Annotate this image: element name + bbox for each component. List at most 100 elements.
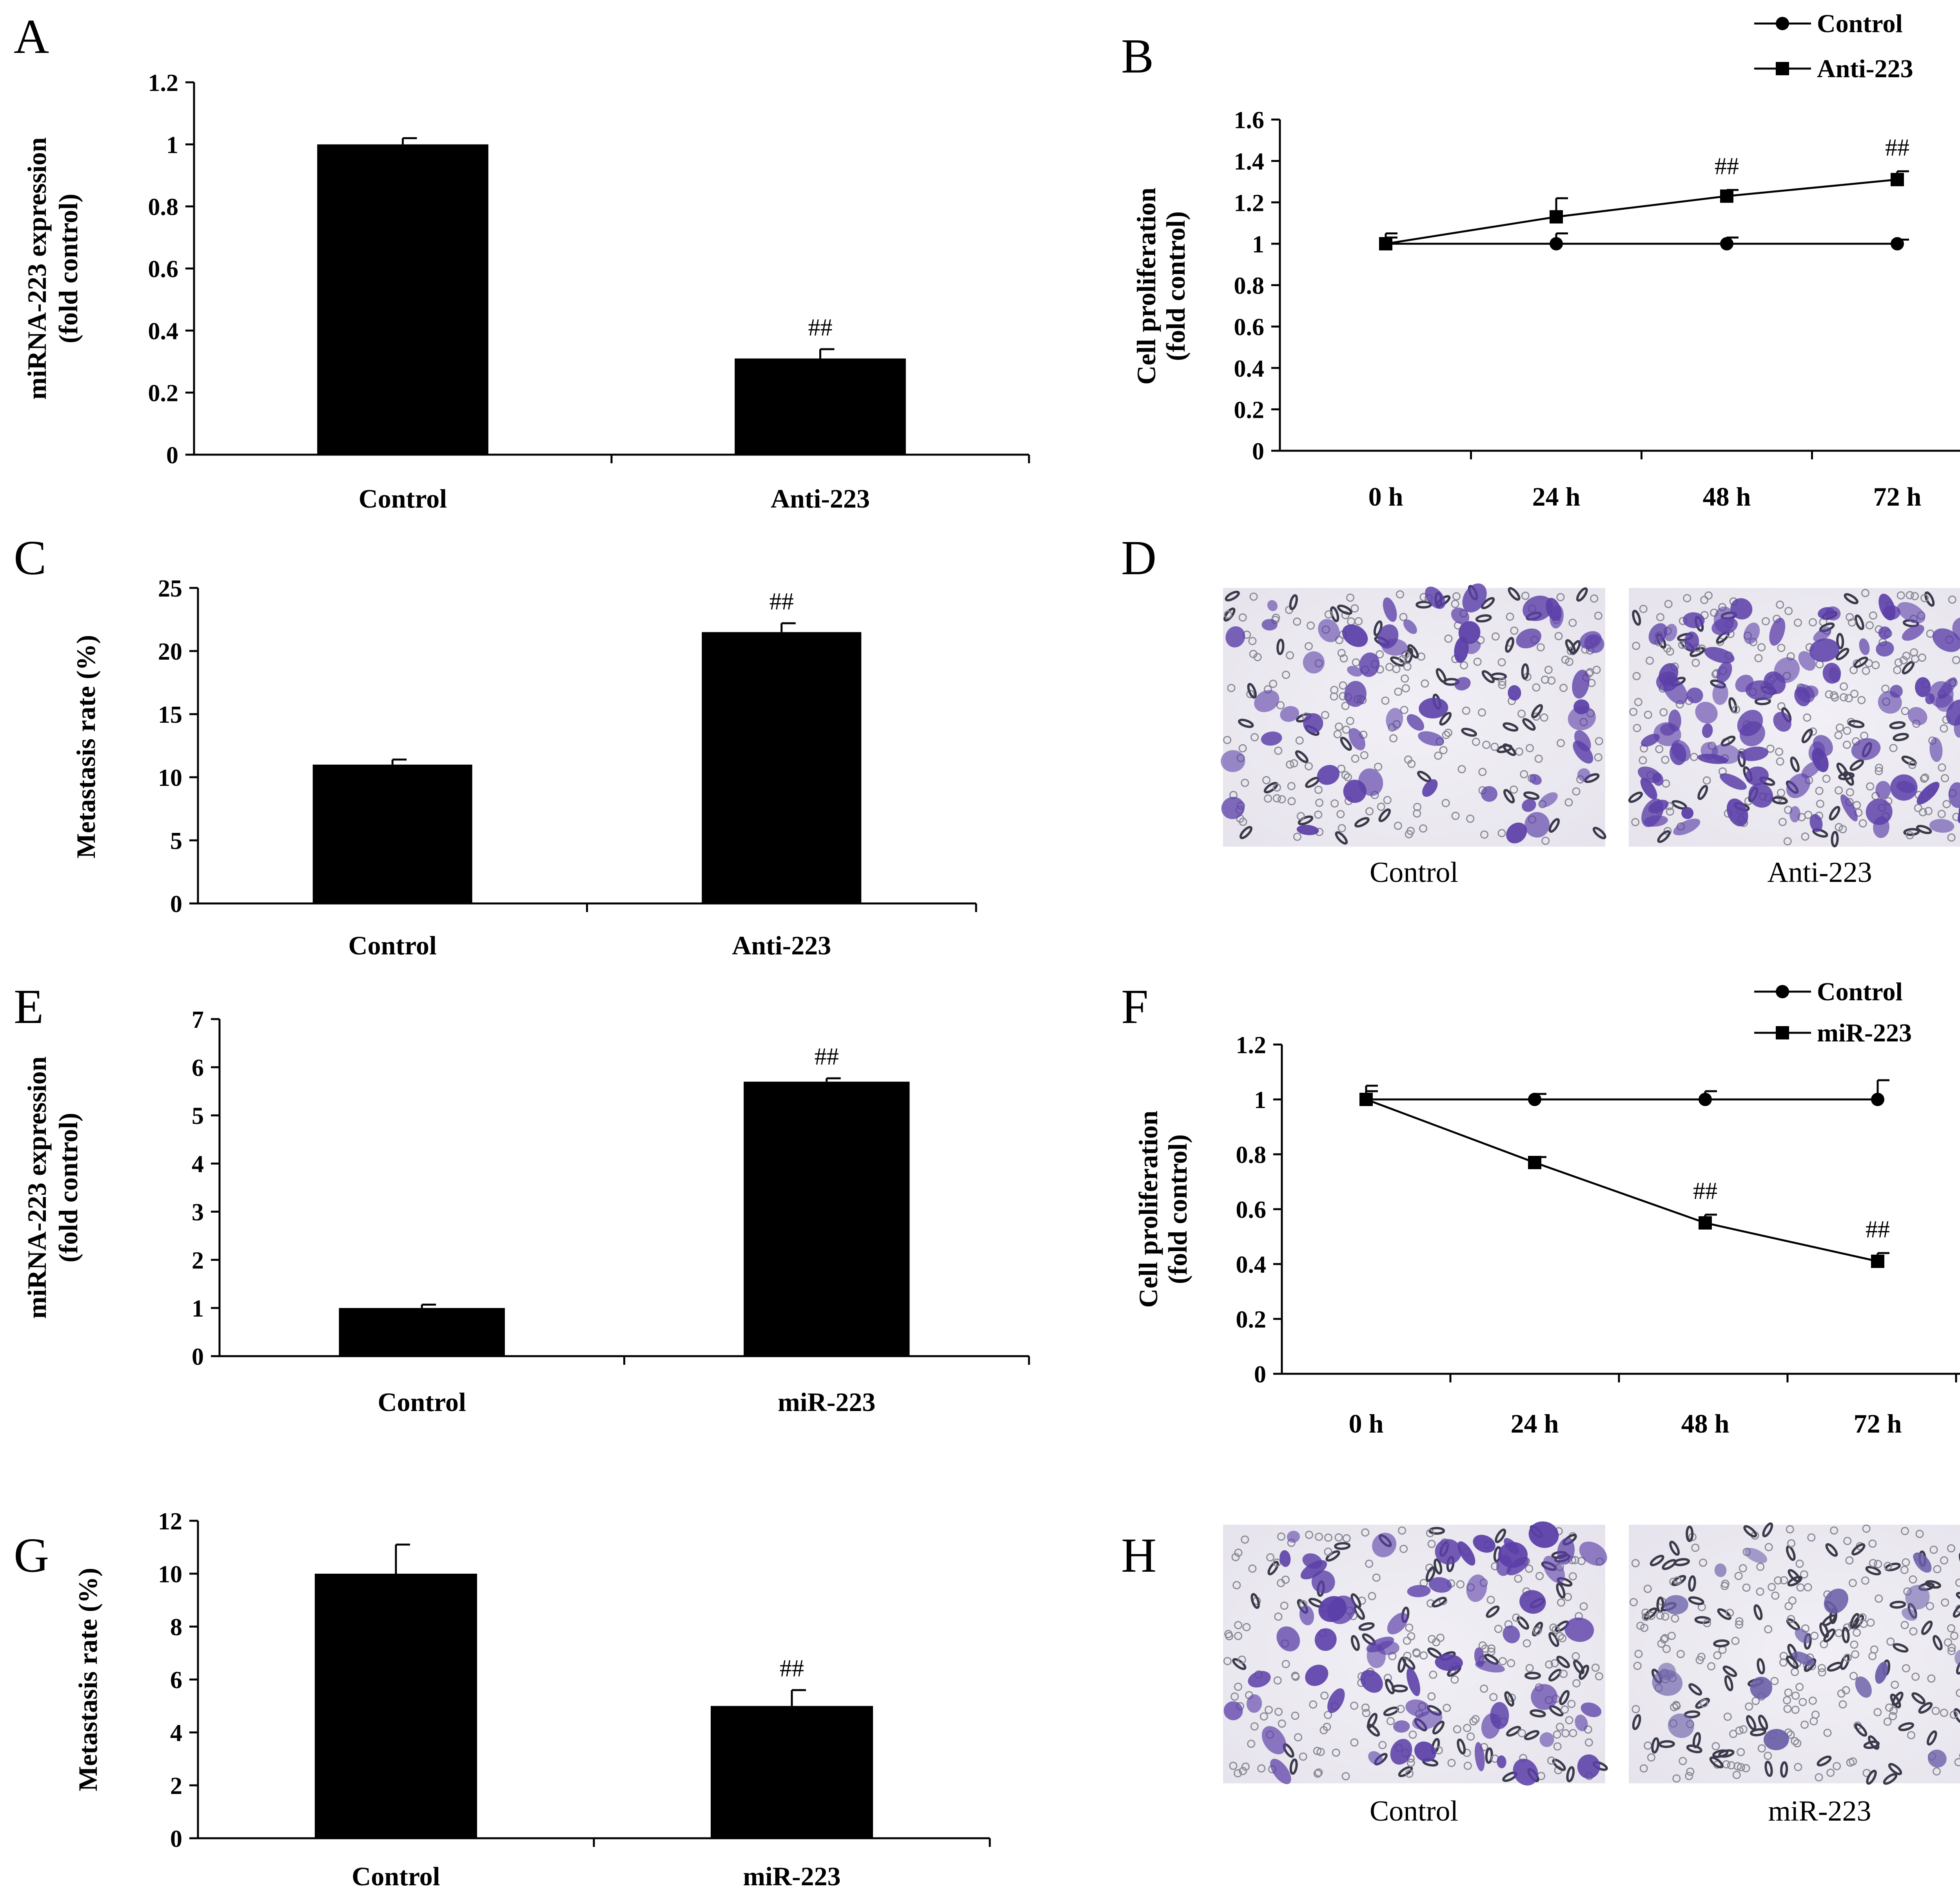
micrograph-pore — [1565, 1716, 1573, 1725]
micrograph-pore — [1835, 648, 1849, 660]
micrograph-pore — [1937, 810, 1946, 818]
micrograph-pore — [1833, 1762, 1841, 1770]
x-category-label: miR-223 — [743, 1861, 840, 1891]
micrograph-h-mir223-cells — [1629, 1522, 1960, 1785]
micrograph-pore — [1902, 1664, 1910, 1672]
micrograph-pore — [1827, 1661, 1843, 1672]
micrograph-cell — [1383, 597, 1397, 622]
micrograph-cell — [1454, 677, 1471, 691]
micrograph-pore — [1232, 1658, 1247, 1670]
micrograph-pore — [1688, 1575, 1696, 1592]
micrograph-pore — [1555, 1632, 1564, 1640]
micrograph-cell — [1808, 741, 1825, 763]
micrograph-pore — [1399, 613, 1408, 621]
micrograph-pore — [1795, 1560, 1804, 1568]
data-point-anti-223 — [1891, 173, 1904, 187]
micrograph-pore — [1632, 1714, 1641, 1730]
micrograph-pore — [1401, 684, 1410, 693]
micrograph-cell — [1702, 723, 1713, 738]
micrograph-pore — [1350, 1635, 1360, 1651]
micrograph-pore — [1777, 702, 1786, 711]
micrograph-pore — [1850, 689, 1859, 698]
micrograph-pore — [1656, 1611, 1664, 1620]
micrograph-pore — [1632, 642, 1641, 650]
micrograph-pore — [1709, 1756, 1724, 1768]
micrograph-pore — [1293, 833, 1301, 841]
micrograph-cell — [1393, 1720, 1410, 1733]
y-tick-label: 0 — [1252, 438, 1264, 465]
micrograph-pore — [1700, 596, 1709, 604]
micrograph-pore — [1238, 1655, 1246, 1664]
micrograph-cell — [1648, 623, 1668, 645]
micrograph-pore — [1457, 765, 1466, 773]
micrograph-pore — [1241, 1535, 1249, 1544]
micrograph-pore — [1534, 755, 1543, 763]
micrograph-pore — [1776, 757, 1784, 766]
chart-e-mirna-expression: 0 1 2 3 4 5 6 7 Control ## miR-223 miRNA-223 expres… — [22, 1007, 1030, 1417]
micrograph-panel-d: Control Anti-223 — [1221, 583, 1960, 889]
micrograph-pore — [1842, 1627, 1850, 1643]
micrograph-cell — [1529, 774, 1542, 785]
micrograph-pore — [1234, 1683, 1242, 1691]
micrograph-pore — [1572, 1679, 1581, 1688]
micrograph-pore — [1471, 1715, 1480, 1723]
micrograph-pore — [1662, 1645, 1671, 1653]
micrograph-pore — [1273, 1676, 1282, 1685]
micrograph-pore — [1646, 657, 1654, 665]
micrograph-pore — [1902, 661, 1915, 675]
micrograph-pore — [1507, 1659, 1515, 1667]
micrograph-pore — [1248, 1564, 1257, 1573]
micrograph-pore — [1942, 800, 1951, 809]
micrograph-pore — [1685, 1772, 1693, 1780]
micrograph-d-anti223-cells — [1628, 589, 1960, 847]
micrograph-pore — [1641, 1608, 1650, 1617]
micrograph-pore — [1764, 1543, 1773, 1551]
micrograph-pore — [1490, 742, 1499, 751]
micrograph-pore — [1269, 680, 1278, 688]
micrograph-pore — [1305, 762, 1313, 771]
micrograph-pore — [1812, 828, 1828, 838]
micrograph-pore — [1547, 1756, 1555, 1765]
micrograph-pore — [1403, 662, 1412, 671]
micrograph-pore — [1911, 592, 1919, 600]
micrograph-pore — [1918, 808, 1927, 816]
micrograph-pore — [1565, 639, 1576, 654]
micrograph-cell — [1750, 1676, 1773, 1699]
micrograph-pore — [1875, 767, 1883, 775]
significance-label: ## — [769, 588, 794, 615]
micrograph-pore — [1829, 806, 1840, 821]
panel-letter-a: A — [14, 10, 49, 64]
micrograph-pore — [1732, 705, 1740, 714]
micrograph-pore — [1453, 1725, 1461, 1734]
chart-a-mirna-expression: 0 0.2 0.4 0.6 0.8 1 1.2 Control ## Anti-223 miRNA-… — [22, 70, 1030, 513]
micrograph-cell — [1905, 1585, 1930, 1610]
micrograph-cell — [1524, 812, 1550, 838]
x-tick-label: 72 h — [1873, 482, 1922, 511]
micrograph-pore — [1432, 1720, 1445, 1735]
micrograph-pore — [1756, 1562, 1765, 1571]
micrograph-pore — [1266, 1553, 1275, 1562]
micrograph-cell — [1740, 746, 1769, 761]
micrograph-pore — [1920, 594, 1929, 602]
data-point-mir-223 — [1699, 1216, 1712, 1230]
micrograph-pore — [1825, 1543, 1838, 1557]
micrograph-pore — [1238, 613, 1247, 622]
micrograph-cell — [1382, 638, 1408, 656]
micrograph-cell — [1890, 774, 1918, 801]
micrograph-pore — [1399, 1545, 1408, 1553]
micrograph-cell — [1681, 807, 1694, 819]
micrograph-cell — [1714, 1563, 1727, 1577]
micrograph-pore — [1350, 1738, 1359, 1747]
micrograph-pore — [1281, 1575, 1290, 1584]
micrograph-cell — [1673, 818, 1700, 836]
micrograph-cell — [1876, 641, 1894, 657]
micrograph-pore — [1661, 1612, 1670, 1621]
micrograph-pore — [1439, 712, 1452, 726]
micrograph-pore — [1779, 1658, 1788, 1667]
micrograph-pore — [1776, 600, 1784, 609]
micrograph-pore — [1893, 1643, 1909, 1653]
micrograph-pore — [1664, 600, 1673, 608]
micrograph-cell — [1481, 786, 1497, 802]
micrograph-cell — [1276, 1626, 1300, 1652]
micrograph-pore — [1931, 1707, 1940, 1715]
